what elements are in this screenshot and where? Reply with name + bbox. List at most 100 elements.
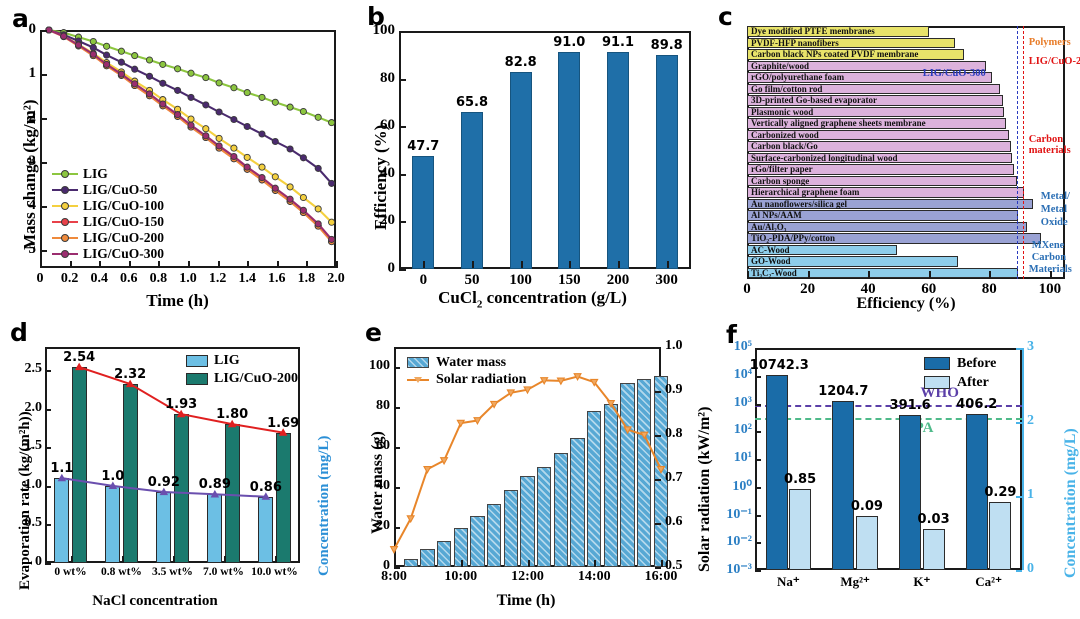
bar-value-label: 2.32 — [114, 367, 147, 382]
bar-value-label: 65.8 — [455, 95, 489, 111]
series-marker — [60, 32, 68, 40]
bar-value-label: 47.7 — [407, 138, 440, 154]
series-marker — [243, 153, 251, 161]
panel-f-ytickmark-right — [1016, 348, 1022, 350]
series-marker — [314, 113, 322, 121]
panel-f-ytick: 10⁻¹ — [726, 506, 752, 522]
bar-item-label: Plasmonic wood — [751, 106, 814, 117]
series-marker — [174, 65, 182, 73]
bar-value-label: 82.8 — [504, 54, 537, 70]
legend-swatch — [52, 168, 78, 180]
panel-f-ytickmark — [755, 486, 761, 489]
panel-e-ytickmark — [394, 407, 400, 409]
panel-a-xtick: 0 — [36, 271, 44, 286]
series-marker — [215, 79, 223, 87]
panel-c-xtick: 100 — [1038, 281, 1062, 297]
panel-a-ytickmark — [40, 118, 47, 121]
panel-d-xtickmark — [172, 556, 175, 563]
legend-swatch — [924, 376, 950, 389]
series-marker — [117, 70, 125, 78]
bar-value-label: 0.86 — [249, 479, 282, 495]
bar-item-label: Hierarchical graphene foam — [751, 187, 860, 198]
bar-item-label: Al NPs/AAM — [751, 210, 802, 221]
panel-d-ytick: 2.0 — [24, 399, 43, 415]
bar-value-label: 1.93 — [165, 397, 198, 413]
panel-e-xlabel: Time (h) — [496, 592, 556, 609]
panel-a-xtickmark — [99, 261, 102, 268]
overlay-marker — [210, 489, 220, 498]
panel-a-xtick: 0.2 — [60, 271, 79, 286]
legend-item-1: LIG/CuO-200 — [186, 370, 298, 388]
legend-label: LIG/CuO-300 — [83, 246, 165, 261]
panel-f-ytick: 10⁻² — [726, 534, 752, 550]
series-marker — [299, 193, 307, 202]
legend-label: LIG/CuO-150 — [83, 214, 165, 229]
series-marker — [328, 179, 336, 187]
bar-item-label: AC-Wood — [751, 244, 790, 255]
bar-50 — [460, 112, 484, 269]
panel-d-ytickmark — [45, 408, 51, 411]
series-marker — [215, 108, 223, 116]
bar-value-label: 1204.7 — [818, 384, 869, 400]
panel-a-xtick: 0.8 — [149, 271, 168, 286]
panel-e-ytickmark — [394, 367, 400, 369]
panel-f-ytickmark — [755, 375, 761, 378]
overlay-marker — [108, 481, 118, 489]
series-marker — [117, 47, 125, 55]
panel-b-bars: 47.7 65.8 82.8 91.0 91.1 89.8 — [399, 31, 691, 269]
panel-b-ytick: 0 — [387, 260, 396, 276]
bar-value-label: 1.69 — [267, 415, 300, 431]
legend-swatch — [186, 373, 208, 385]
overlay-marker — [57, 473, 67, 482]
bar-After-K⁺ — [922, 529, 945, 570]
bar-value-label: 10742.3 — [749, 357, 809, 373]
legend-swatch — [52, 184, 78, 196]
panel-a-xtick: 1.4 — [238, 271, 256, 286]
panel-a-xtick: 2.0 — [327, 271, 345, 286]
series-marker — [215, 142, 223, 150]
series-marker — [215, 134, 223, 142]
series-marker — [159, 60, 167, 68]
bar-item-label: Au/Al₂O₃ — [751, 221, 787, 232]
series-marker — [299, 107, 307, 116]
panel-b-ytick: 80 — [380, 69, 395, 86]
panel-d-lines — [57, 362, 288, 500]
panel-f-ytick: 10³ — [733, 394, 752, 410]
panel-d-xtick: 0 wt% — [54, 566, 87, 578]
bar-watermass-9:30 — [436, 541, 452, 567]
panel-a-ytick: 1 — [28, 65, 37, 82]
series-marker — [174, 86, 182, 94]
panel-a-xtickmark — [40, 261, 42, 268]
bar-item-label: Go film/cotton rod — [751, 83, 823, 94]
panel-a-xtick: 0.4 — [90, 271, 108, 286]
bar-item-label: Graphite/wood — [751, 60, 810, 71]
panel-e-xtick: 14:00 — [577, 569, 611, 584]
panel-a-xtickmark — [276, 261, 279, 268]
panel-d-bars — [45, 347, 300, 563]
series-marker — [103, 60, 111, 68]
panel-f-ytick: 10² — [733, 422, 752, 438]
bar-item-label: TiO₂-PDA/PPy/cotton — [751, 233, 836, 244]
panel-e-ytick: 40 — [376, 478, 390, 493]
panel-d-ytickmark — [45, 485, 51, 488]
legend-label: Solar radiation — [436, 371, 527, 387]
panel-e-ytick-right: 0.6 — [665, 514, 683, 529]
bar-200 — [606, 52, 630, 269]
panel-d-xtickmark — [70, 556, 73, 563]
panel-d-plot-frame — [45, 347, 300, 563]
series-marker — [271, 98, 279, 106]
legend-label: Water mass — [436, 354, 507, 370]
panel-b-xtick: 300 — [655, 272, 678, 288]
bar-watermass-9:00 — [420, 549, 435, 567]
panel-b-ytick: 40 — [380, 164, 395, 181]
panel-b-ytickmark — [399, 269, 406, 271]
panel-f-ytickmark — [755, 542, 761, 545]
solar-marker — [556, 377, 566, 386]
panel-e-ytick-right: 0.9 — [665, 382, 683, 397]
panel-c-xtickmark — [928, 271, 931, 278]
legend-swatch — [52, 200, 78, 212]
legend-item-1: LIG/CuO-50 — [52, 182, 164, 198]
series-marker — [314, 205, 322, 213]
legend-label: LIG/CuO-200 — [83, 230, 165, 245]
panel-d-ytickmark — [45, 370, 51, 373]
